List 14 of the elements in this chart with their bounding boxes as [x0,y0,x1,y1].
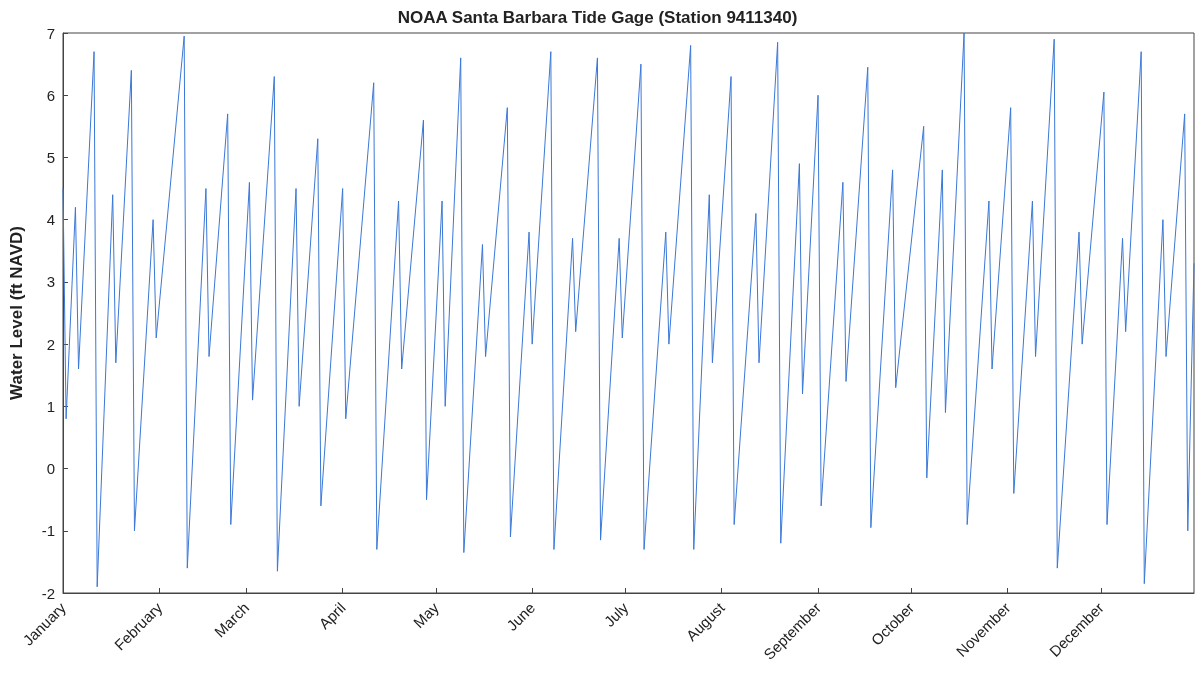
y-tick-label: -1 [41,522,55,540]
y-tick-label: -2 [41,584,55,602]
x-tick-label: May [409,598,443,632]
chart-title: NOAA Santa Barbara Tide Gage (Station 9411340) [397,8,798,27]
y-axis-title: Water Level (ft NAVD) [7,226,26,400]
y-tick-label: 7 [46,24,55,42]
y-tick-label: 3 [46,273,55,291]
y-tick-label: 0 [46,460,55,478]
x-tick-label: July [600,598,632,630]
y-tick-label: 2 [46,335,55,353]
y-tick-label: 5 [46,148,55,166]
y-tick-label: 6 [46,86,55,104]
y-tick-label: 4 [46,211,55,229]
y-tick-label: 1 [46,397,55,415]
